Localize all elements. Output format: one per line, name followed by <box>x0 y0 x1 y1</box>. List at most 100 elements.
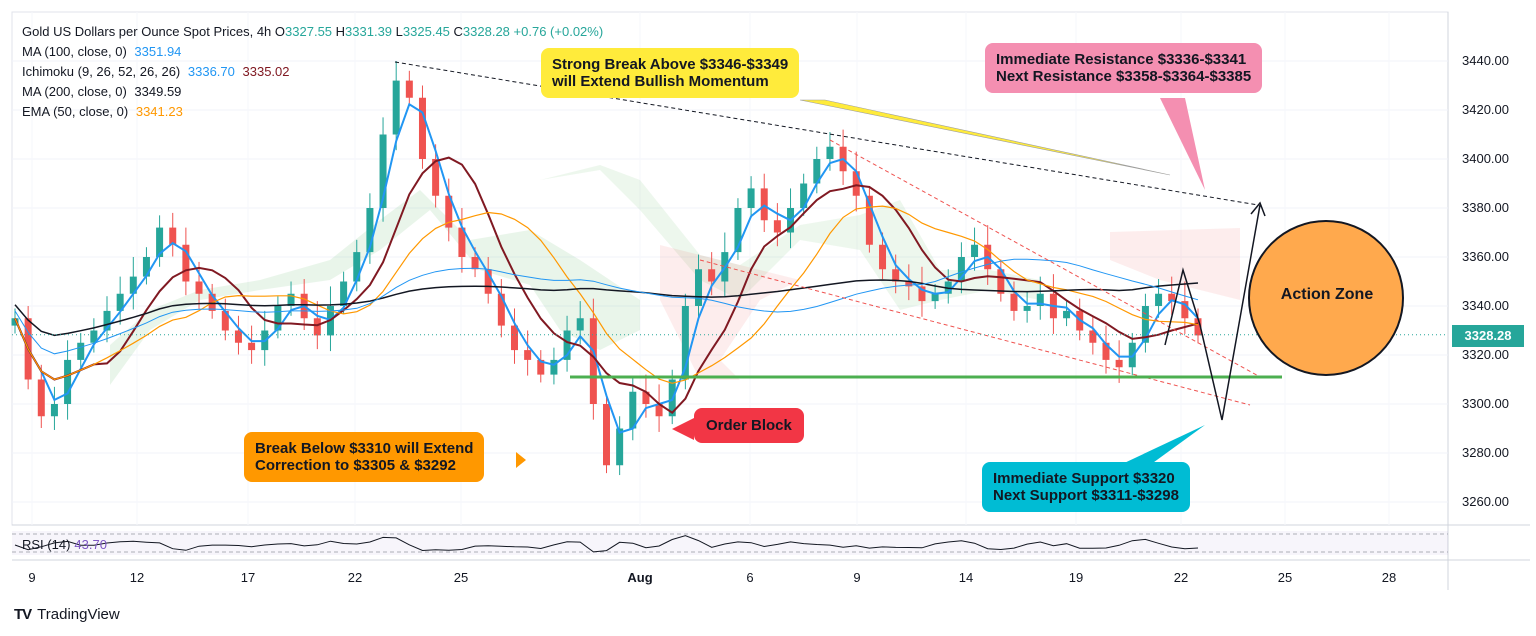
candle-body <box>313 318 321 336</box>
y-tick-label: 3420.00 <box>1462 102 1509 117</box>
brand-footer[interactable]: TV TradingView <box>14 606 120 623</box>
candle-body <box>37 379 45 417</box>
candle-body <box>116 293 124 311</box>
candle-body <box>971 244 979 257</box>
candle-body <box>77 342 85 360</box>
candle-body <box>642 391 650 404</box>
candle-body <box>550 359 558 375</box>
y-tick-label: 3400.00 <box>1462 151 1509 166</box>
bullish-note: Strong Break Above $3346-$3349 will Exte… <box>541 48 800 98</box>
candle-body <box>287 293 295 306</box>
candle-body <box>616 428 624 466</box>
candle-body <box>800 183 808 208</box>
y-tick-label: 3260.00 <box>1462 494 1509 509</box>
candle-body <box>458 227 466 257</box>
candle-body <box>1023 306 1031 311</box>
legend-title-row: Gold US Dollars per Ounce Spot Prices, 4… <box>22 22 603 42</box>
candle-body <box>1010 293 1018 311</box>
candle-body <box>576 318 584 331</box>
candle-body <box>695 269 703 306</box>
y-tick-label: 3320.00 <box>1462 347 1509 362</box>
bullish-pointer <box>799 99 1171 176</box>
candle-body <box>392 80 400 135</box>
candle-body <box>773 220 781 233</box>
ichimoku-cloud-red <box>660 245 800 380</box>
candle-body <box>826 146 834 159</box>
candle-body <box>892 269 900 282</box>
candle-body <box>957 257 965 282</box>
rsi-legend[interactable]: RSI (14) 43.70 <box>22 537 107 552</box>
x-tick-label: 12 <box>129 570 145 585</box>
legend-ma100[interactable]: MA (100, close, 0) 3351.94 <box>22 44 182 59</box>
candle-body <box>418 97 426 159</box>
resistance-pointer <box>1160 98 1205 190</box>
support-pointer <box>1120 425 1205 465</box>
candle-body <box>64 359 72 404</box>
x-tick-label: 9 <box>853 570 861 585</box>
candle-body <box>905 281 913 287</box>
candle-body <box>142 257 150 277</box>
candle-body <box>655 404 663 417</box>
legend-ichimoku[interactable]: Ichimoku (9, 26, 52, 26, 26) 3336.70 333… <box>22 64 290 79</box>
ma200-line <box>14 279 1199 337</box>
x-tick-label: 14 <box>958 570 974 585</box>
candle-body <box>1115 359 1123 368</box>
bearish-note: Break Below $3310 will Extend Correction… <box>244 432 485 482</box>
ma100-line <box>14 258 1199 355</box>
candle-body <box>997 269 1005 294</box>
y-tick-label: 3340.00 <box>1462 298 1509 313</box>
y-tick-label: 3360.00 <box>1462 249 1509 264</box>
channel-upper-line <box>829 139 1263 379</box>
candle-body <box>1102 342 1110 360</box>
candle-body <box>629 391 637 429</box>
x-tick-label: 17 <box>240 570 256 585</box>
legend-ma200[interactable]: MA (200, close, 0) 3349.59 <box>22 84 182 99</box>
candle-body <box>90 330 98 343</box>
x-tick-label: 22 <box>347 570 363 585</box>
candle-body <box>1155 293 1163 306</box>
candle-body <box>865 195 873 245</box>
candle-body <box>681 306 689 380</box>
candle-body <box>353 252 361 282</box>
candle-body <box>182 244 190 282</box>
candle-body <box>1063 310 1071 319</box>
candle-body <box>405 80 413 98</box>
y-tick-label: 3300.00 <box>1462 396 1509 411</box>
candle-body <box>918 286 926 302</box>
brand-name: TradingView <box>37 606 120 623</box>
candle-body <box>524 350 532 360</box>
candle-body <box>1168 293 1176 302</box>
order-block-pointer <box>672 418 694 440</box>
y-tick-label: 3280.00 <box>1462 445 1509 460</box>
candle-body <box>445 195 453 228</box>
projection-path <box>1164 204 1261 421</box>
candle-body <box>589 318 597 404</box>
candle-body <box>497 293 505 326</box>
candle-body <box>1141 306 1149 343</box>
chart-legend: Gold US Dollars per Ounce Spot Prices, 4… <box>22 22 603 122</box>
support-note: Immediate Support $3320 Next Support $33… <box>982 462 1190 512</box>
candle-body <box>747 188 755 208</box>
x-tick-label: Aug <box>627 570 653 585</box>
candle-body <box>379 134 387 208</box>
chart-title: Gold US Dollars per Ounce Spot Prices, 4… <box>22 24 272 39</box>
rsi-line <box>14 535 1199 553</box>
legend-ema50[interactable]: EMA (50, close, 0) 3341.23 <box>22 104 183 119</box>
candle-body <box>1194 318 1202 336</box>
ichimoku-base-line <box>14 156 1199 414</box>
x-tick-label: 19 <box>1068 570 1084 585</box>
candle-body <box>274 306 282 331</box>
y-tick-label: 3380.00 <box>1462 200 1509 215</box>
descending-trendline <box>394 61 1259 206</box>
candle-body <box>603 404 610 466</box>
bearish-pointer <box>516 452 526 468</box>
candle-body <box>563 330 571 360</box>
candle-body <box>708 269 716 282</box>
candle-body <box>156 227 164 257</box>
x-tick-label: 28 <box>1381 570 1397 585</box>
action-zone-label: Action Zone <box>1280 286 1374 303</box>
candle-body <box>1181 301 1189 319</box>
ohlc-values: O3327.55 H3331.39 L3325.45 C3328.28 +0.7… <box>274 24 604 39</box>
candle-body <box>813 159 821 184</box>
x-tick-label: 9 <box>28 570 36 585</box>
